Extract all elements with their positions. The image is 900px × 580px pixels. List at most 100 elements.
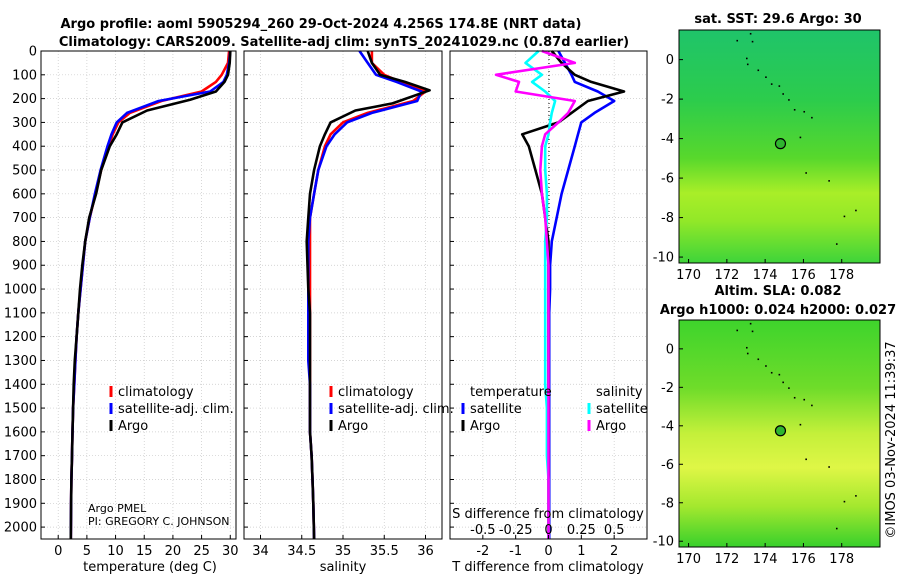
map-x-tick-label: 176 [791, 268, 816, 283]
island-dot [746, 63, 749, 66]
island-dot [828, 180, 830, 182]
pi-annotation: PI: GREGORY C. JOHNSON [88, 515, 229, 528]
t-difference-xlabel: T difference from climatology [451, 560, 644, 575]
island-dot [835, 527, 838, 530]
x-tick-label: 5 [83, 544, 91, 559]
temperature-axes-frame [40, 50, 237, 540]
legend-label-t-argo: Argo [470, 419, 500, 434]
map-y-tick-label: -4 [661, 132, 674, 147]
sla-argo-marker [774, 425, 787, 437]
island-dot [770, 371, 773, 374]
map-y-tick-label: 0 [666, 342, 674, 357]
depth-tick-label: 600 [12, 187, 37, 202]
island-dot [843, 215, 846, 218]
sla-map: Altim. SLA: 0.082 Argo h1000: 0.024 h200… [653, 284, 896, 567]
map-y-tick-label: -2 [661, 381, 674, 396]
depth-tick-label: 1200 [4, 330, 37, 345]
series-line-satellite-adj-clim- [69, 50, 232, 540]
depth-tick-label: 1300 [4, 354, 37, 369]
island-dot [749, 322, 752, 325]
map-x-tick-label: 174 [753, 552, 778, 567]
map-y-tick-label: -8 [661, 496, 674, 511]
x-tick-label: 0 [54, 544, 62, 559]
legend-label-t-satellite: satellite [470, 402, 522, 417]
depth-tick-label: 100 [12, 68, 37, 83]
island-dot [736, 39, 739, 42]
island-dot [855, 495, 857, 497]
temperature-panel: 0 5 10 15 20 25 30 temperature (deg C) climato… [40, 50, 239, 575]
depth-tick-label: 1000 [4, 283, 37, 298]
x-tick-label: 30 [222, 544, 239, 559]
salinity-legend: climatology satellite-adj. clim. Argo [329, 385, 454, 434]
island-dot [788, 387, 790, 389]
legend-label-s-argo: Argo [596, 419, 626, 434]
depth-tick-label: 1500 [4, 402, 37, 417]
island-dot [746, 57, 748, 60]
island-dot [746, 352, 749, 355]
x-tick-label: 10 [107, 544, 124, 559]
legend-label-satellite: satellite-adj. clim. [338, 402, 454, 417]
legend-title-salinity: salinity [596, 385, 643, 400]
x2-tick-label: 0.25 [567, 523, 596, 538]
legend-label-s-satellite: satellite [596, 402, 648, 417]
island-dot [751, 330, 754, 333]
island-dot [778, 373, 781, 376]
x-tick-label: 1 [577, 544, 585, 559]
sst-map-title: sat. SST: 29.6 Argo: 30 [694, 12, 861, 27]
depth-tick-label: 1800 [4, 473, 37, 488]
figure-title-line2: Climatology: CARS2009. Satellite-adj cli… [59, 35, 629, 50]
map-x-tick-label: 178 [829, 552, 854, 567]
island-dot [799, 136, 802, 139]
x2-tick-label: 0 [544, 523, 552, 538]
island-dot [765, 365, 767, 367]
island-dot [805, 172, 807, 174]
x-tick-label: 35 [335, 544, 352, 559]
map-x-tick-label: 178 [829, 268, 854, 283]
depth-tick-label: 2000 [4, 521, 37, 536]
island-dot [811, 404, 813, 407]
map-y-tick-label: -10 [653, 251, 674, 266]
island-dot [757, 358, 760, 361]
depth-tick-label: 1700 [4, 449, 37, 464]
depth-tick-label: 700 [12, 211, 37, 226]
salinity-xlabel: salinity [320, 560, 367, 575]
map-y-tick-label: -10 [653, 535, 674, 550]
island-dot [793, 396, 796, 399]
series-line-satellite-adj-clim- [306, 50, 423, 540]
x-tick-label: 0 [544, 544, 552, 559]
island-dot [749, 32, 752, 35]
x-tick-label: 34 [252, 544, 269, 559]
depth-tick-label: 500 [12, 164, 37, 179]
sst-map-frame [678, 29, 881, 264]
island-dot [803, 110, 806, 113]
island-dot [843, 500, 846, 503]
depth-tick-label: 400 [12, 140, 37, 155]
x-tick-label: 36 [417, 544, 434, 559]
island-dot [835, 243, 838, 245]
map-y-tick-label: -2 [661, 93, 674, 108]
series-line-climatology [69, 50, 231, 540]
map-y-tick-label: -8 [661, 211, 674, 226]
depth-axis: 0 100 200 300 400 500 600 700 800 900 1000 1100 1200… [4, 45, 454, 536]
difference-legend: temperature salinity satellite Argo sate… [461, 385, 648, 434]
x-tick-label: -1 [509, 544, 522, 559]
island-dot [793, 108, 796, 111]
island-dot [770, 83, 773, 85]
island-dot [778, 85, 781, 87]
temperature-xlabel: temperature (deg C) [83, 560, 217, 575]
map-x-tick-label: 172 [714, 552, 739, 567]
sla-map-subtitle: Argo h1000: 0.024 h2000: 0.027 [660, 303, 896, 318]
sla-islands [736, 322, 857, 530]
x2-tick-label: 0.5 [604, 523, 625, 538]
island-dot [782, 93, 784, 95]
sla-map-title: Altim. SLA: 0.082 [715, 284, 842, 299]
legend-label-argo: Argo [338, 419, 368, 434]
map-x-tick-label: 170 [676, 268, 701, 283]
series-line-argo [69, 50, 232, 540]
island-dot [788, 99, 790, 101]
legend-title-temperature: temperature [470, 385, 552, 400]
legend-label-argo: Argo [118, 419, 148, 434]
legend-label-climatology: climatology [118, 385, 194, 400]
map-y-tick-label: -6 [661, 458, 674, 473]
